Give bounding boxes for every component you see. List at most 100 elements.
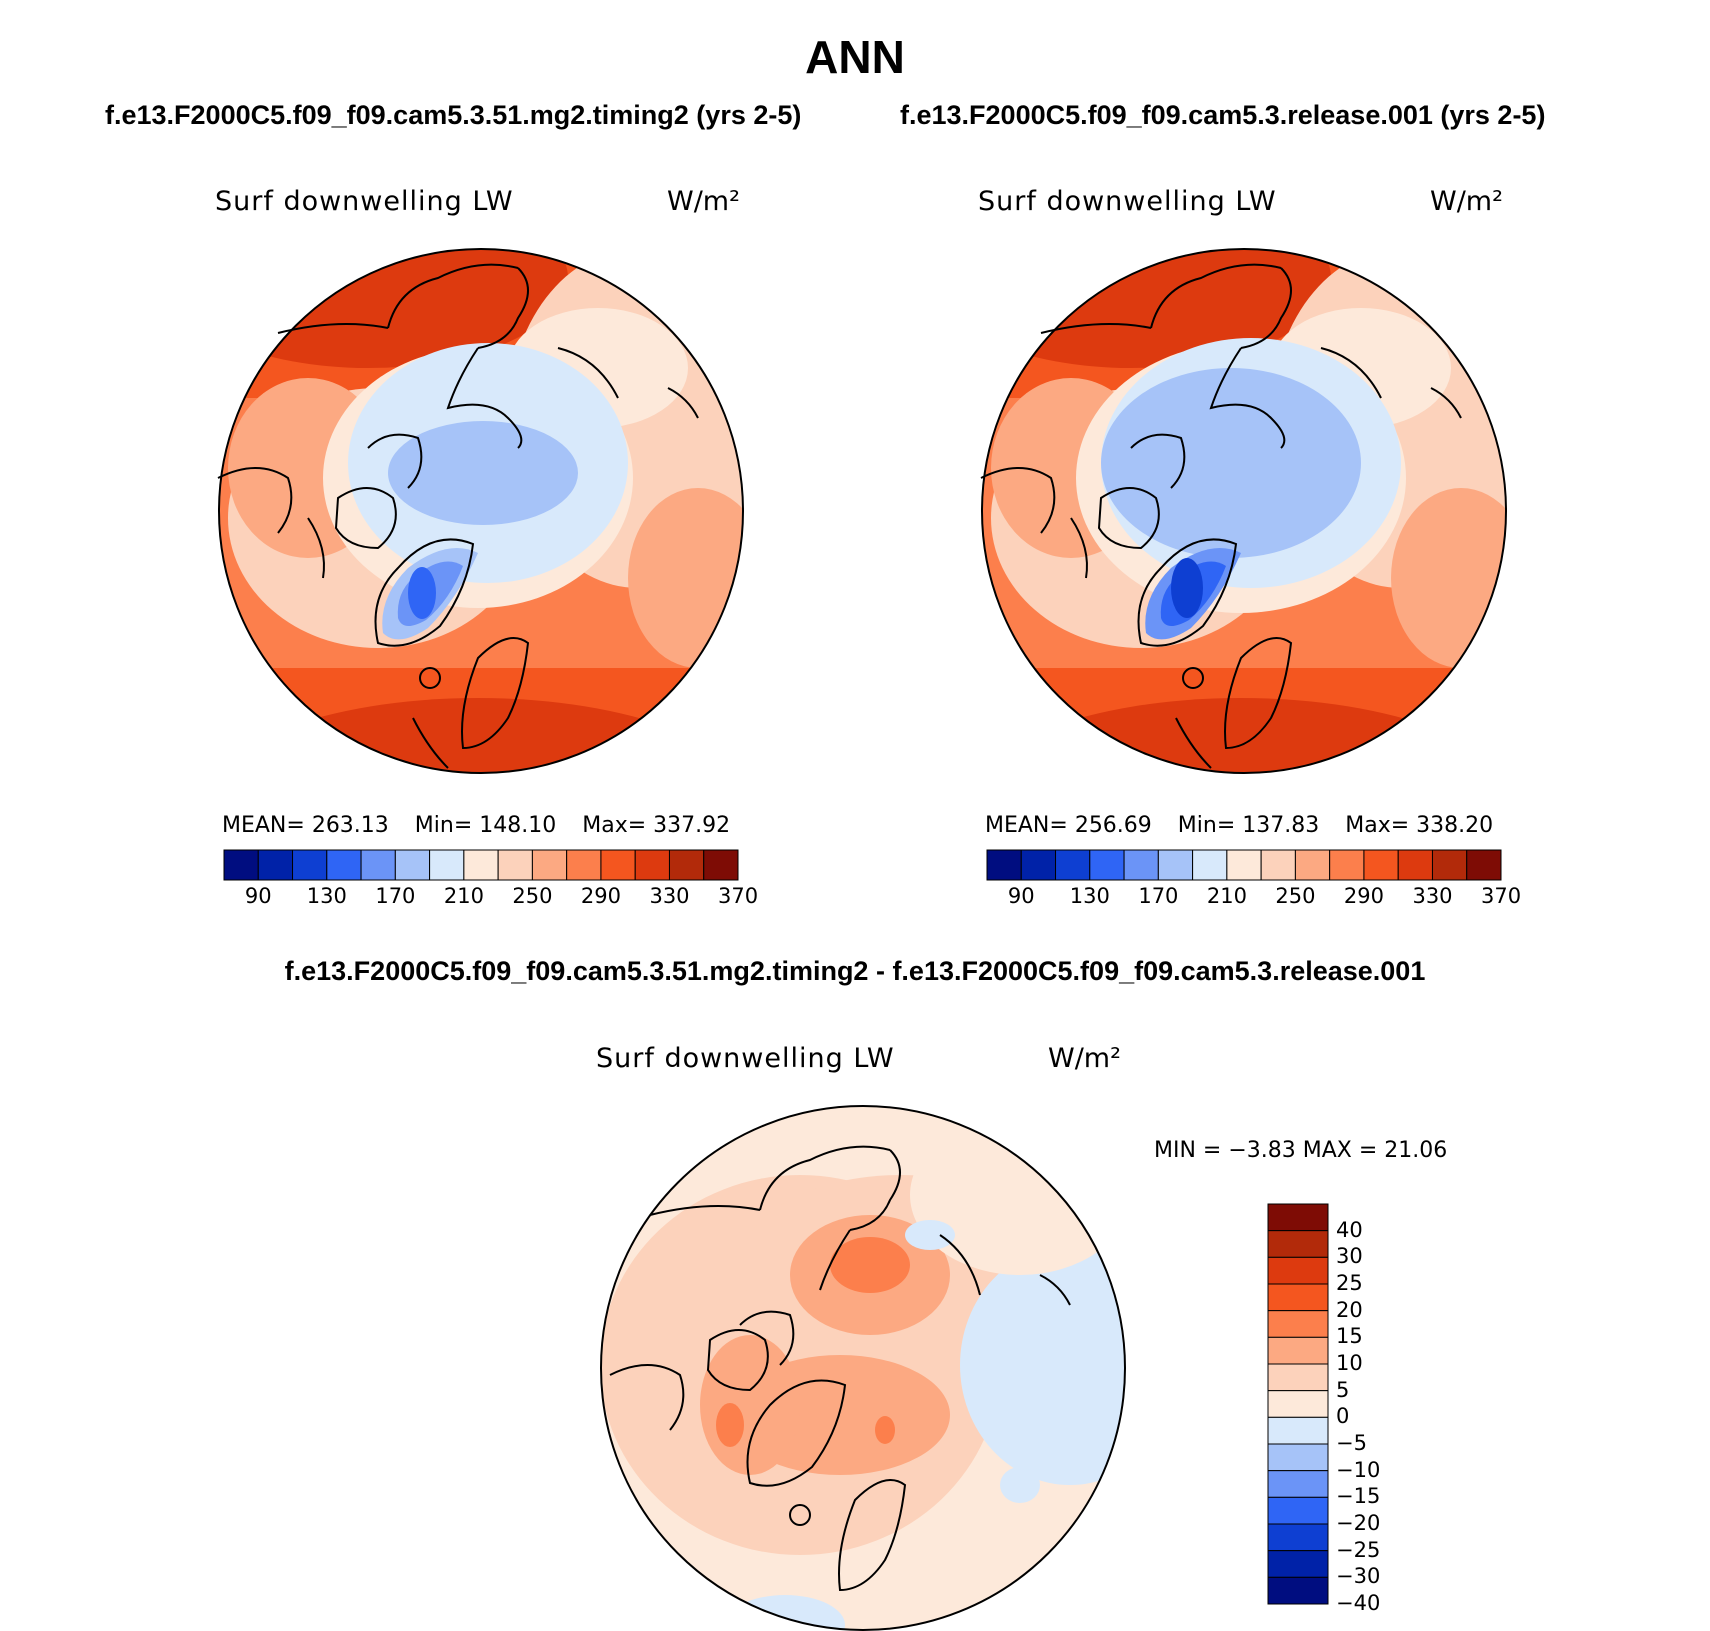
diff-min-max: MIN = −3.83 MAX = 21.06 [1154,1138,1448,1163]
colorbar-swatch [223,849,259,881]
colorbar-swatch [1267,1283,1329,1312]
colorbar-swatch [566,849,602,881]
colorbar-tick-label: 290 [580,884,622,908]
colorbar-tick-label: 370 [1481,884,1522,908]
colorbar-swatch [1267,1256,1329,1285]
colorbar-tick-label: 250 [512,884,553,908]
right-stats: MEAN= 256.69 Min= 137.83 Max= 338.20 [985,813,1493,838]
colorbar-swatch [986,849,1022,881]
diff-colorbar [1267,1203,1329,1605]
colorbar-tick-label: 90 [1007,884,1035,908]
diff-title: f.e13.F2000C5.f09_f09.cam5.3.51.mg2.timi… [284,956,1426,986]
colorbar-swatch [1055,849,1091,881]
right-mean: MEAN= 256.69 [985,813,1152,838]
left-units-label: W/m² [667,186,740,217]
colorbar-swatch [600,849,636,881]
colorbar-tick-label: 170 [1138,884,1179,908]
colorbar-swatch [1267,1443,1329,1472]
colorbar-tick-label: 130 [1069,884,1110,908]
colorbar-swatch [1267,1336,1329,1365]
colorbar-swatch [1267,1363,1329,1392]
right-units-label: W/m² [1430,186,1503,217]
colorbar-tick-label: 130 [306,884,347,908]
colorbar-swatch [1020,849,1057,881]
main-title: ANN [805,31,905,83]
left-max: Max= 337.92 [582,813,731,838]
colorbar-tick-label: 25 [1336,1271,1363,1295]
colorbar-swatch [1267,1416,1329,1445]
colorbar-swatch [1267,1390,1329,1418]
colorbar-tick-label: 170 [375,884,416,908]
colorbar-swatch [1329,849,1365,881]
colorbar-swatch [1397,849,1433,881]
colorbar-swatch [1267,1203,1329,1232]
left-colorbar [223,849,739,881]
colorbar-swatch [668,849,705,881]
colorbar-tick-label: 20 [1336,1297,1363,1322]
colorbar-tick-label: 90 [244,884,272,908]
colorbar-tick-label: 290 [1343,884,1385,908]
colorbar-tick-label: 330 [1412,884,1453,908]
colorbar-swatch [1431,849,1468,881]
colorbar-swatch [1267,1470,1329,1498]
colorbar-swatch [326,849,362,881]
left-polar-map [217,248,744,774]
left-colorbar-labels: 90 130 170 210 250 290 330 370 [224,884,758,912]
colorbar-tick-label: 5 [1336,1377,1350,1402]
colorbar-swatch [1466,849,1502,881]
colorbar-swatch [463,849,499,881]
colorbar-swatch [1226,849,1262,881]
colorbar-tick-label: 10 [1336,1351,1363,1375]
colorbar-swatch [394,849,431,881]
colorbar-tick-label: 370 [718,884,759,908]
diff-variable-label: Surf downwelling LW [596,1043,895,1074]
left-mean: MEAN= 263.13 [222,813,389,838]
colorbar-swatch [1123,849,1159,881]
right-colorbar-labels: 90 130 170 210 250 290 330 370 [987,884,1521,912]
colorbar-tick-label: 40 [1336,1217,1363,1242]
colorbar-swatch [1267,1310,1329,1338]
right-colorbar [986,849,1502,881]
colorbar-tick-label: −25 [1336,1537,1381,1562]
colorbar-tick-label: −30 [1336,1564,1381,1589]
right-polar-map [980,248,1507,774]
colorbar-swatch [703,849,739,881]
colorbar-tick-label: −20 [1336,1511,1381,1535]
colorbar-swatch [1267,1550,1329,1578]
colorbar-tick-label: 250 [1275,884,1316,908]
colorbar-tick-label: 210 [443,884,484,908]
colorbar-swatch [429,849,465,881]
colorbar-swatch [360,849,396,881]
right-min: Min= 137.83 [1177,813,1320,838]
colorbar-swatch [1363,849,1399,881]
right-variable-label: Surf downwelling LW [978,186,1277,217]
right-max: Max= 338.20 [1345,813,1494,838]
colorbar-tick-label: 0 [1336,1404,1350,1429]
colorbar-tick-label: −10 [1336,1457,1381,1482]
colorbar-swatch [1267,1576,1329,1605]
diff-units-label: W/m² [1048,1043,1121,1074]
colorbar-swatch [497,849,533,881]
colorbar-tick-label: −15 [1336,1484,1381,1509]
colorbar-swatch [1260,849,1296,881]
colorbar-swatch [1192,849,1228,881]
colorbar-tick-label: 15 [1336,1324,1363,1349]
colorbar-swatch [1294,849,1331,881]
colorbar-swatch [257,849,294,881]
colorbar-swatch [1267,1523,1329,1552]
colorbar-tick-label: −5 [1336,1431,1367,1455]
left-case-title: f.e13.F2000C5.f09_f09.cam5.3.51.mg2.timi… [105,100,802,130]
left-variable-label: Surf downwelling LW [215,186,514,217]
colorbar-tick-label: 330 [649,884,690,908]
colorbar-swatch [292,849,328,881]
right-case-title: f.e13.F2000C5.f09_f09.cam5.3.release.001… [900,100,1546,130]
colorbar-tick-label: 210 [1206,884,1247,908]
colorbar-tick-label: −40 [1336,1591,1381,1615]
colorbar-swatch [1267,1496,1329,1525]
colorbar-swatch [531,849,568,881]
left-stats: MEAN= 263.13 Min= 148.10 Max= 337.92 [222,813,730,838]
colorbar-swatch [634,849,670,881]
diff-colorbar-labels: 40 30 25 20 15 10 5 0 −5 −10 −15 −20 −25 −30 −40 [1336,1204,1426,1615]
colorbar-swatch [1089,849,1125,881]
colorbar-tick-label: 30 [1336,1244,1363,1269]
